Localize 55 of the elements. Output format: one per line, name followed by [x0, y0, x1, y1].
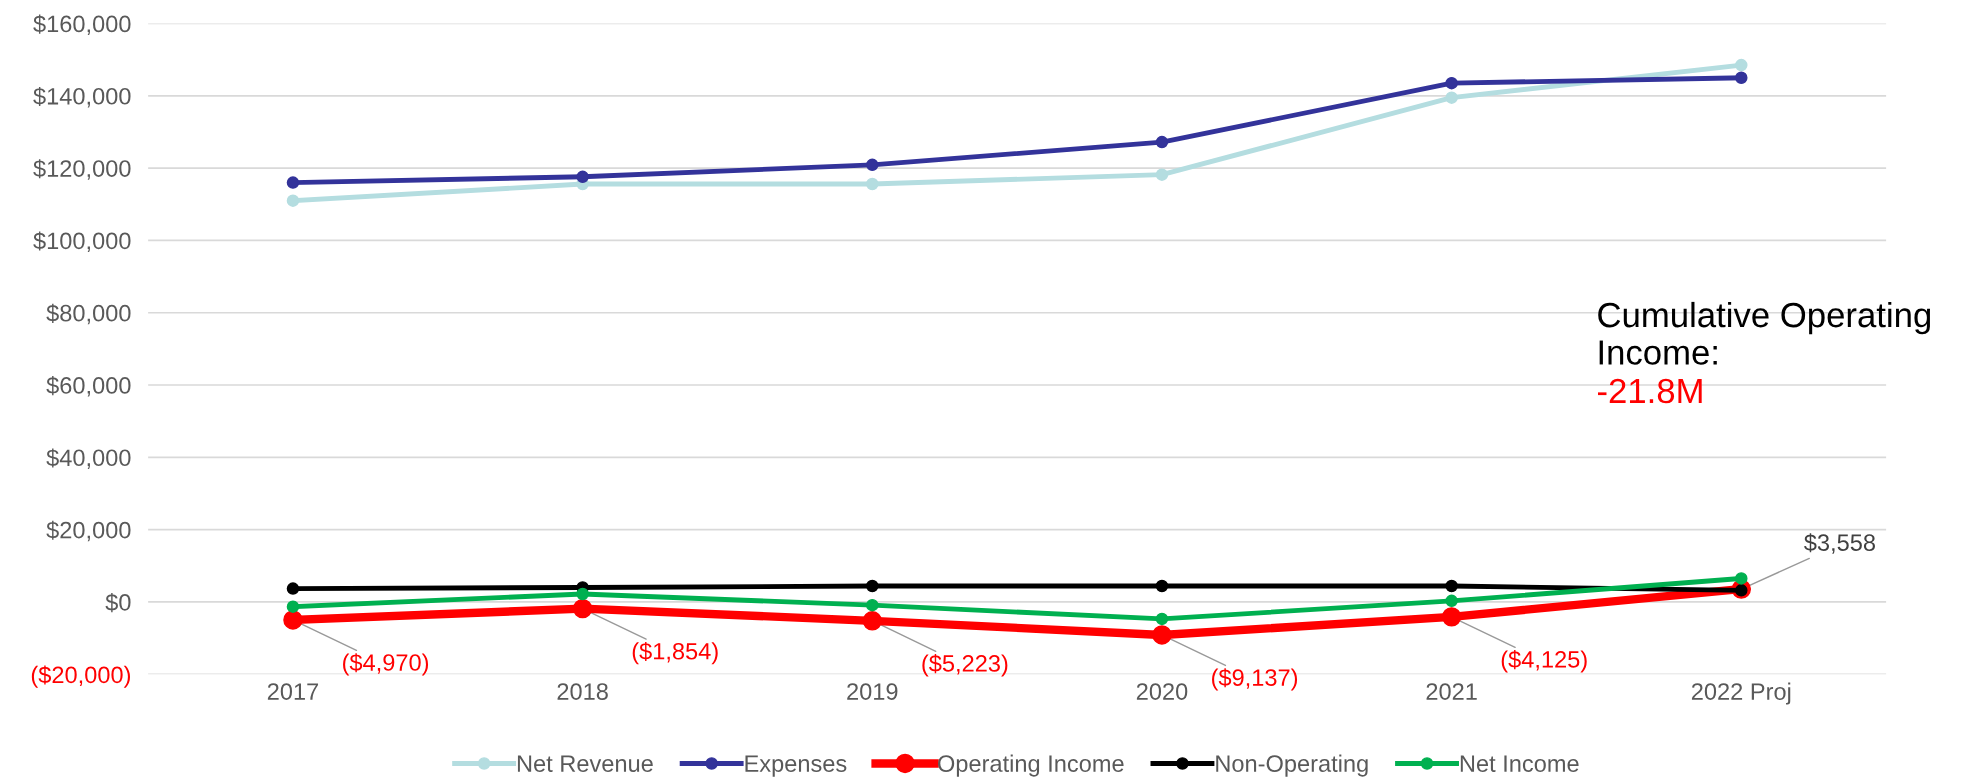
legend-label: Non-Operating	[1216, 754, 1368, 777]
point	[1441, 607, 1462, 627]
data-label: ($9,137)	[1212, 668, 1298, 691]
point	[1445, 76, 1458, 90]
y-tick-label: $160,000	[33, 14, 131, 36]
point	[862, 611, 883, 631]
point	[576, 587, 589, 601]
point	[1445, 91, 1458, 104]
point	[572, 598, 593, 619]
x-tick-label: 2019	[847, 683, 898, 700]
point	[866, 158, 879, 172]
point	[286, 582, 300, 595]
y-tick-label: $80,000	[46, 303, 131, 325]
point	[866, 579, 879, 593]
annotation: Cumulative Operating Income:	[1598, 301, 1931, 365]
point	[286, 176, 300, 189]
data-label: ($5,223)	[922, 654, 1008, 677]
x-tick-label: 2018	[557, 683, 608, 700]
x-tick-label: 2022 Proj	[1691, 682, 1791, 705]
x-tick-label: 2017	[267, 683, 319, 700]
data-label: ($4,970)	[343, 653, 429, 676]
legend-label: Net Income	[1460, 755, 1579, 772]
legend-label: Net Revenue	[517, 755, 653, 772]
point	[1155, 135, 1169, 149]
y-tick-label: ($20,000)	[31, 665, 130, 688]
point	[1735, 58, 1748, 72]
point	[283, 610, 303, 630]
y-tick-label: $120,000	[33, 159, 131, 180]
point	[1735, 572, 1748, 585]
data-label: $3,558	[1804, 533, 1875, 554]
y-tick-label: $0	[105, 593, 131, 613]
point	[286, 194, 300, 207]
y-tick-label: $60,000	[46, 376, 131, 397]
point	[576, 170, 589, 184]
point	[1152, 625, 1172, 645]
point	[1445, 594, 1458, 608]
annotation: -21.8M	[1598, 378, 1702, 404]
data-label: ($4,125)	[1501, 650, 1587, 673]
x-tick-label: 2020	[1136, 683, 1188, 700]
point	[1155, 612, 1169, 626]
x-tick-label: 2021	[1426, 683, 1477, 700]
y-tick-label: $40,000	[46, 448, 131, 469]
y-tick-label: $140,000	[33, 86, 131, 108]
point	[1445, 579, 1458, 593]
y-tick-label: $20,000	[46, 520, 131, 542]
point	[1155, 168, 1169, 181]
point	[1735, 71, 1748, 84]
point	[866, 177, 879, 191]
legend-label: Operating Income	[938, 754, 1124, 777]
point	[866, 598, 879, 612]
point	[286, 600, 300, 613]
point	[1155, 579, 1169, 593]
data-label: ($1,854)	[632, 641, 718, 665]
y-tick-label: $100,000	[33, 231, 131, 252]
legend-label: Expenses	[745, 755, 847, 777]
